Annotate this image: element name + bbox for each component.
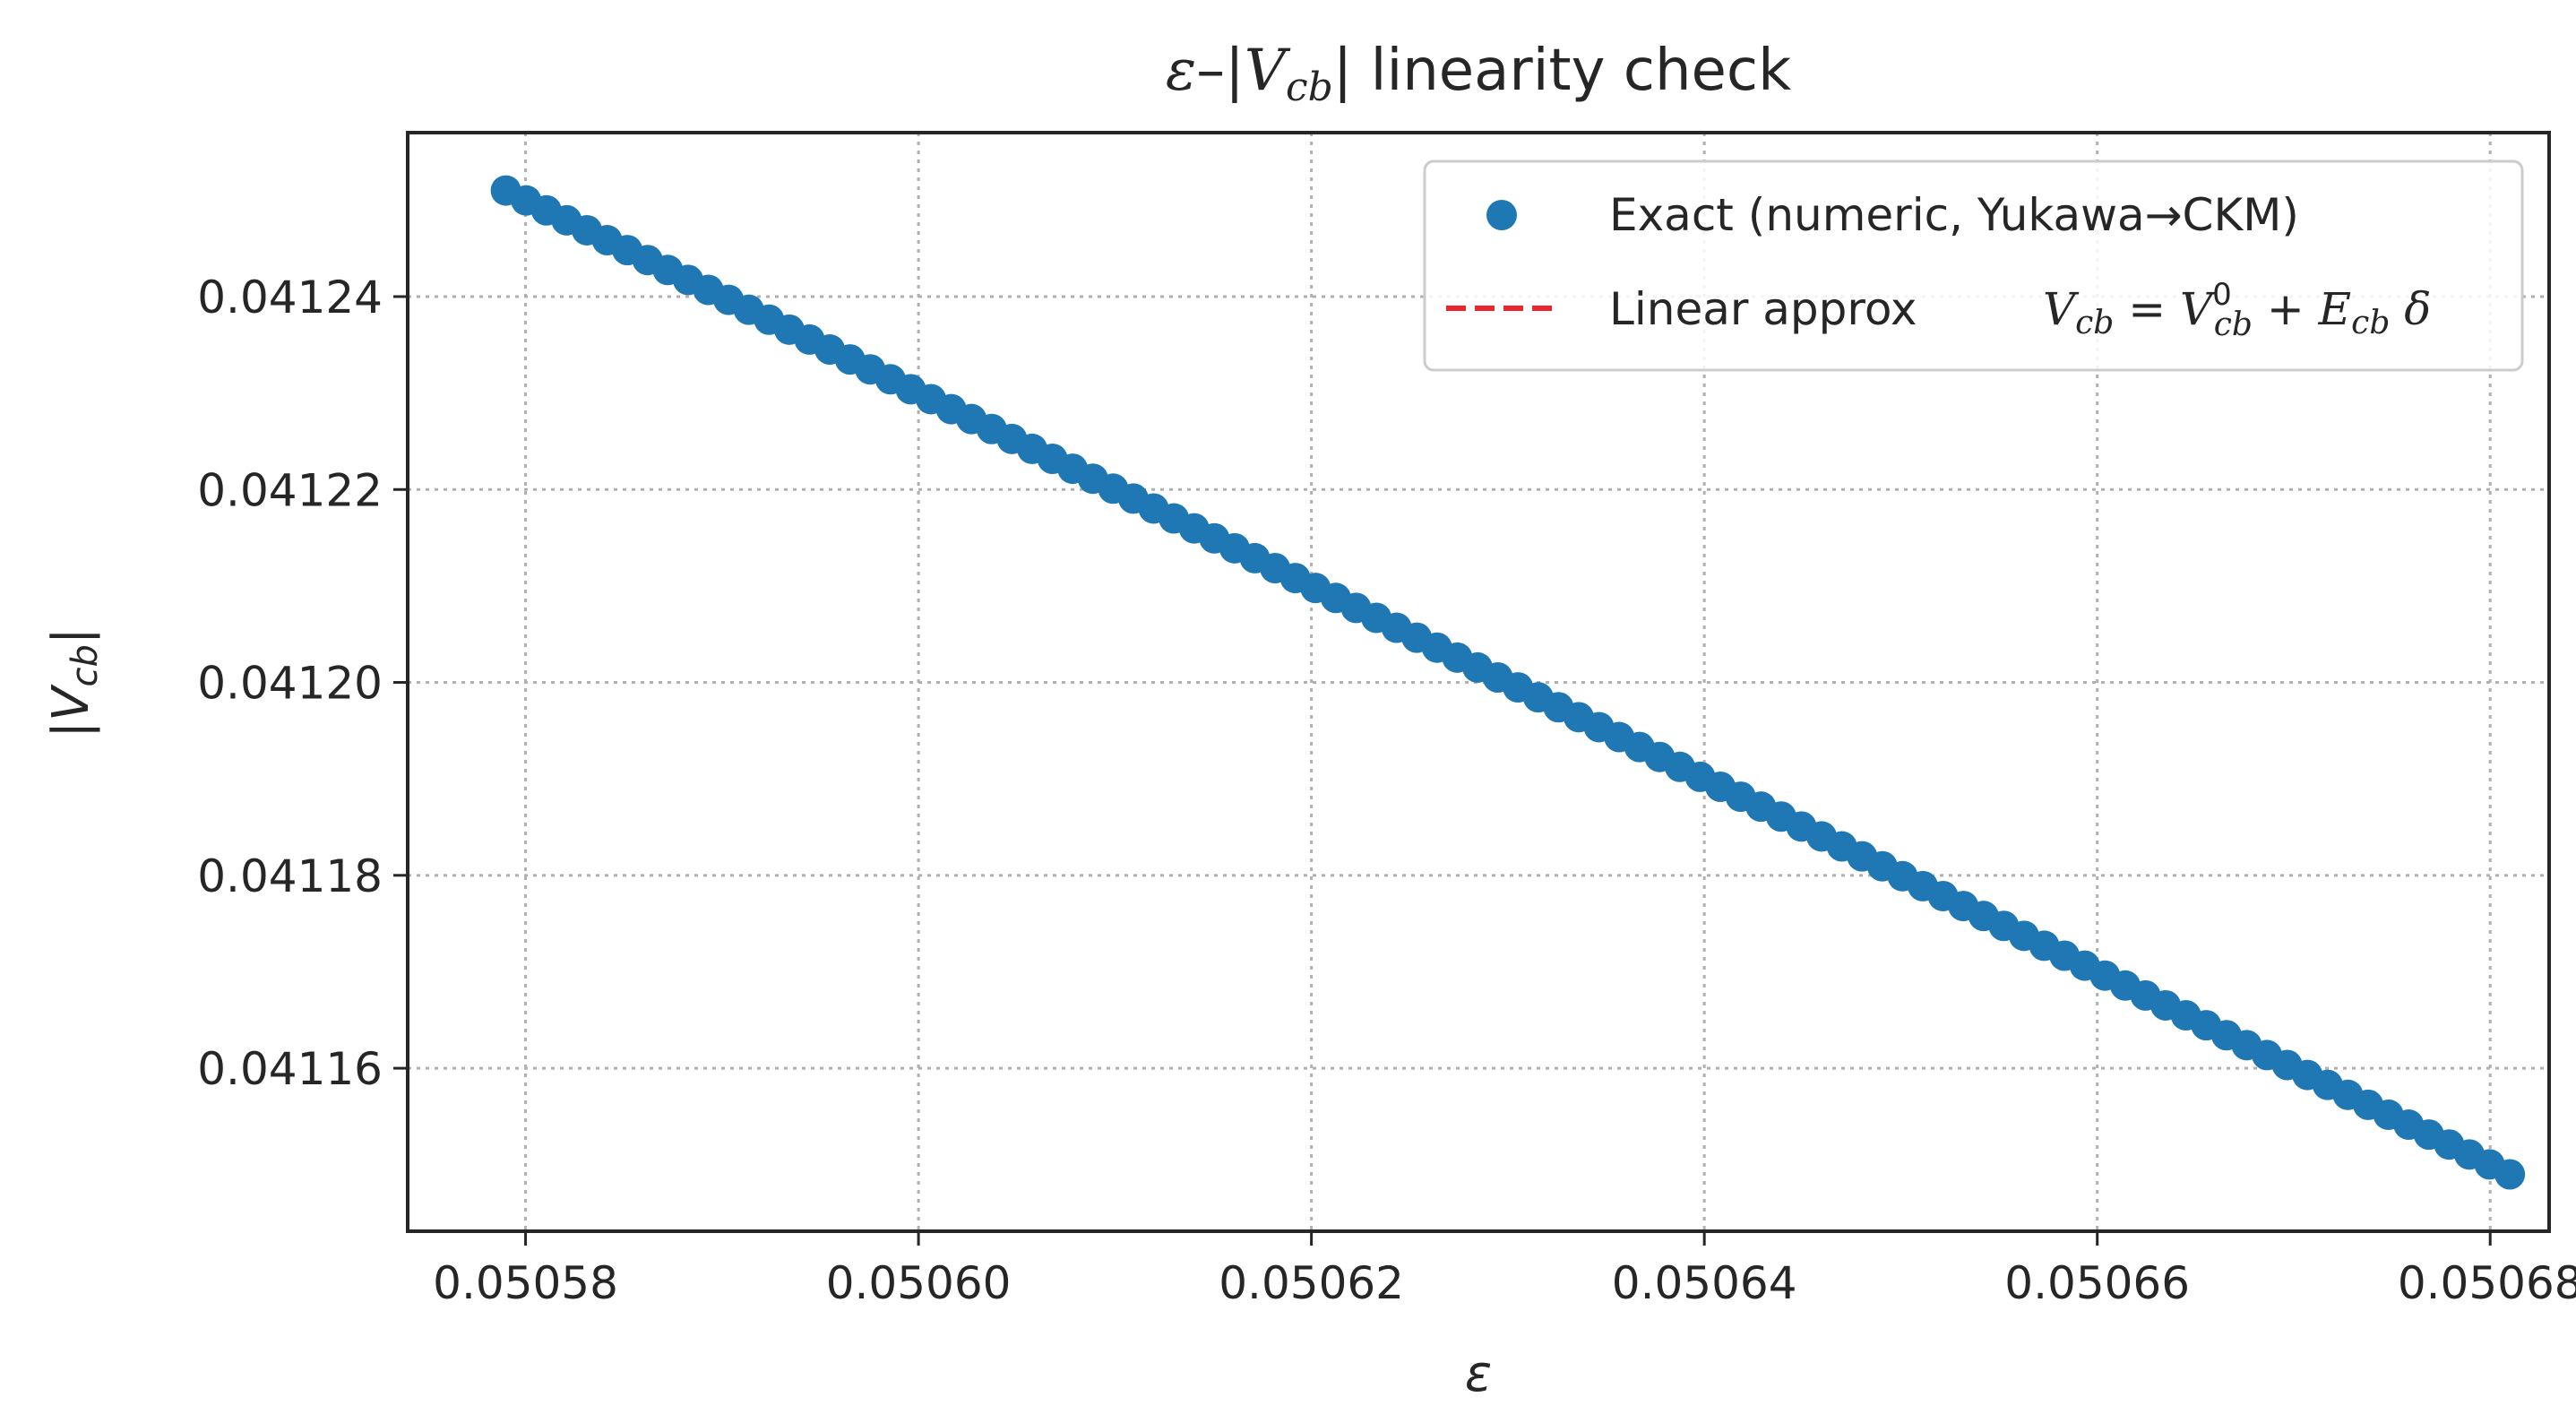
legend-label-linear: Linear approx Vcb = V0 cb + Ecb δ <box>1609 277 2431 343</box>
y-tick-label: 0.04116 <box>197 1043 383 1095</box>
x-tick-label: 0.05066 <box>2004 1257 2190 1309</box>
x-tick-label: 0.05062 <box>1219 1257 1404 1309</box>
legend-box <box>1423 160 2524 372</box>
y-tick-label: 0.04120 <box>197 658 383 710</box>
x-axis: 0.05058 0.05060 0.05062 0.05064 0.05066 0.050… <box>433 1231 2576 1309</box>
legend: Exact (numeric, Yukawa→CKM) Linear appro… <box>1423 160 2524 372</box>
exact-series <box>490 175 2526 1190</box>
y-tick-label: 0.04118 <box>197 850 383 902</box>
x-tick-label: 0.05068 <box>2398 1257 2576 1309</box>
y-tick-label: 0.04122 <box>197 464 383 516</box>
x-axis-label: ε <box>1465 1345 1492 1403</box>
y-axis: 0.04116 0.04118 0.04120 0.04122 0.04124 <box>197 272 408 1095</box>
y-axis-label: |Vcb| <box>42 627 106 737</box>
legend-label-exact: Exact (numeric, Yukawa→CKM) <box>1609 189 2299 241</box>
legend-marker-exact <box>1486 200 1517 230</box>
x-tick-label: 0.05058 <box>433 1257 618 1309</box>
chart-title: ε–|Vcb| linearity check <box>1166 38 1791 110</box>
data-point <box>2494 1159 2526 1190</box>
x-tick-label: 0.05064 <box>1612 1257 1797 1309</box>
y-tick-label: 0.04124 <box>197 272 383 323</box>
x-tick-label: 0.05060 <box>826 1257 1012 1309</box>
plot-area: 0.05058 0.05060 0.05062 0.05064 0.05066 0.050… <box>197 131 2576 1309</box>
